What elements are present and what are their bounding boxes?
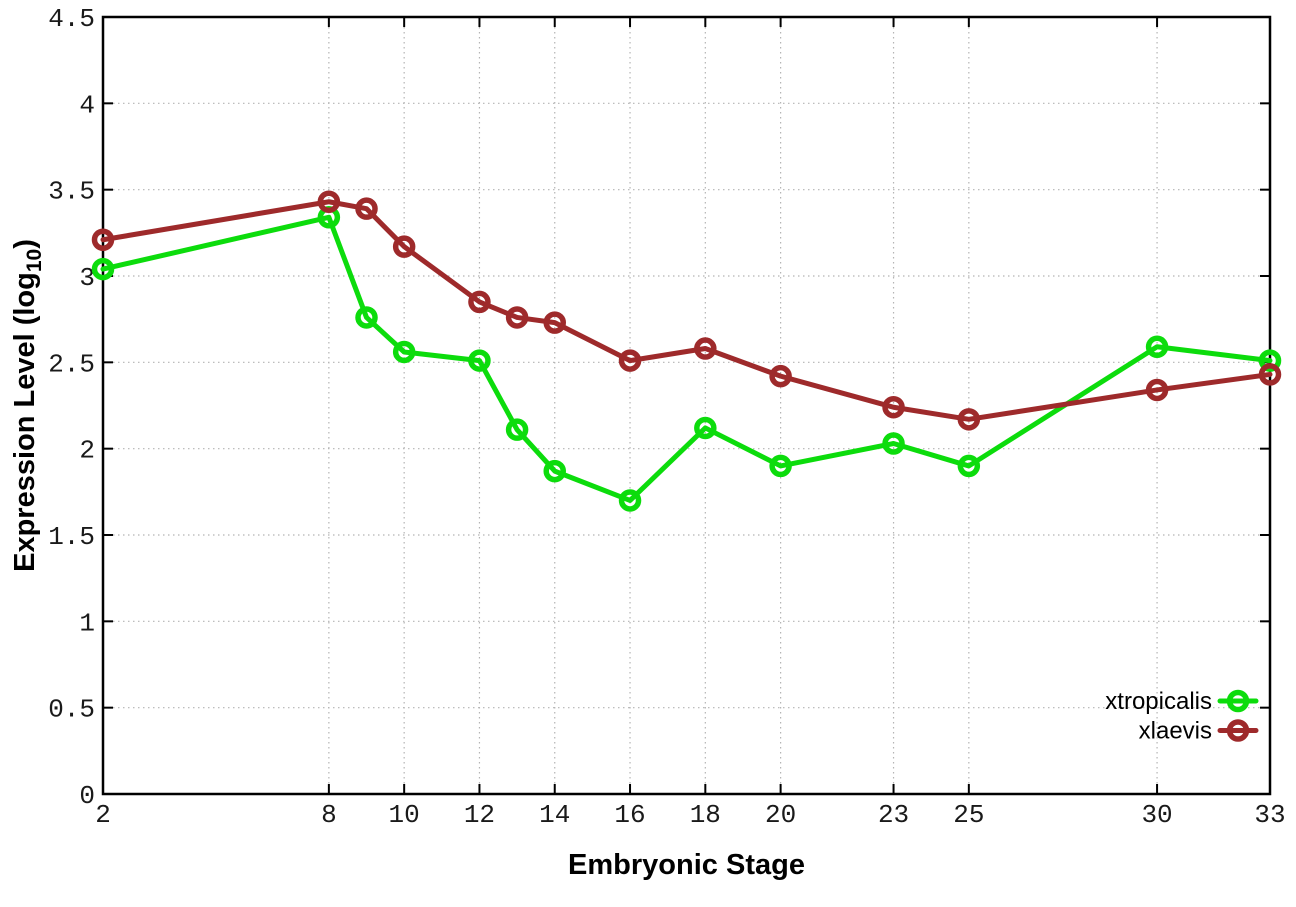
x-tick-label: 25 — [953, 800, 984, 830]
plot-border — [101, 15, 1272, 796]
y-tick-label: 0.5 — [48, 695, 95, 725]
x-tick-label: 18 — [690, 800, 721, 830]
data-point-xlaevis — [1145, 378, 1169, 402]
legend-label-xlaevis: xlaevis — [1139, 718, 1212, 745]
data-point-xlaevis — [468, 290, 491, 314]
data-point-xlaevis — [505, 306, 529, 329]
data-point-xtropicalis — [1145, 335, 1169, 359]
data-point-xtropicalis — [505, 418, 529, 441]
x-tick-label: 12 — [464, 800, 495, 830]
y-tick-label: 1 — [79, 608, 95, 638]
x-tick-label: 16 — [614, 800, 645, 830]
y-tick-label: 2 — [79, 436, 95, 466]
x-tick-label: 23 — [878, 800, 909, 830]
y-tick-label: 2.5 — [48, 349, 95, 379]
y-tick-label: 3.5 — [48, 177, 95, 207]
data-point-xlaevis — [1258, 363, 1282, 386]
y-tick-label: 1.5 — [48, 522, 95, 552]
legend-marker-xlaevis — [1226, 719, 1250, 742]
data-point-xtropicalis — [1258, 349, 1282, 372]
data-point-xlaevis — [317, 190, 341, 214]
x-tick-label: 2 — [95, 800, 111, 830]
data-point-xtropicalis — [882, 432, 905, 455]
data-point-xtropicalis — [694, 416, 717, 440]
data-point-xtropicalis — [91, 257, 115, 281]
data-point-xlaevis — [694, 337, 717, 360]
data-point-xlaevis — [882, 395, 905, 419]
y-axis-title: Expression Level (log10) — [9, 239, 46, 572]
data-point-xtropicalis — [468, 349, 491, 372]
data-point-xtropicalis — [355, 306, 378, 329]
legend-marker-xtropicalis — [1226, 689, 1250, 713]
x-tick-label: 8 — [321, 800, 337, 830]
data-point-xlaevis — [91, 228, 115, 251]
y-tick-label: 4.5 — [48, 4, 95, 34]
data-point-xlaevis — [355, 197, 378, 220]
y-tick-label: 0 — [79, 781, 95, 811]
data-point-xlaevis — [769, 364, 792, 388]
data-point-xtropicalis — [618, 489, 642, 512]
data-point-xlaevis — [957, 408, 981, 431]
x-axis-title: Embryonic Stage — [568, 849, 805, 881]
legend-label-xtropicalis: xtropicalis — [1105, 688, 1212, 715]
x-tick-label: 20 — [765, 800, 796, 830]
x-tick-label: 30 — [1141, 800, 1172, 830]
data-point-xtropicalis — [957, 454, 981, 478]
x-tick-label: 14 — [539, 800, 570, 830]
y-tick-label: 4 — [79, 90, 95, 120]
data-point-xlaevis — [618, 349, 642, 372]
x-tick-label: 33 — [1254, 800, 1285, 830]
data-point-xlaevis — [543, 311, 566, 334]
y-tick-label: 3 — [79, 263, 95, 293]
x-tick-label: 10 — [389, 800, 420, 830]
data-point-xtropicalis — [543, 459, 566, 483]
data-point-xlaevis — [392, 235, 416, 258]
data-point-xtropicalis — [392, 340, 416, 364]
data-point-xtropicalis — [769, 454, 792, 478]
